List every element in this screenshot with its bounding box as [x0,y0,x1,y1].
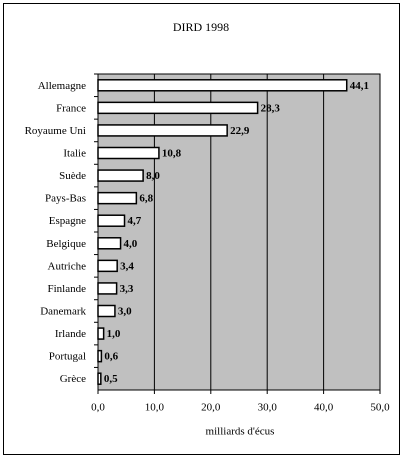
value-label: 3,4 [120,260,134,272]
bar [97,237,122,250]
bar [97,124,228,137]
value-label: 28,3 [261,102,281,114]
plot-area [97,73,381,391]
value-label: 0,5 [104,373,118,385]
y-tick-label: Suède [59,170,86,182]
y-tick-label: Autriche [48,260,87,272]
bar [97,191,138,205]
y-tick-label: Italie [63,148,86,160]
y-tick-label: Pays-Bas [45,193,86,205]
y-tick-label: Royaume Uni [25,125,86,137]
bar [97,327,105,340]
y-tick-label: Irlande [55,328,86,340]
y-tick-label: Belgique [46,238,86,250]
y-tick-label: Allemagne [38,80,86,92]
bar [97,282,118,295]
y-tick-label: Espagne [49,215,86,227]
bar [97,304,116,318]
bar [97,101,259,115]
value-label: 10,8 [162,148,182,160]
chart-title: DIRD 1998 [173,20,229,34]
x-tick-label: 30,0 [258,402,278,414]
value-label: 0,6 [104,351,118,363]
x-axis-label: milliards d'écus [206,426,275,438]
bar [97,146,160,160]
y-tick-label: Portugal [49,351,86,363]
x-tick-label: 50,0 [370,402,390,414]
value-label: 6,8 [139,193,153,205]
bar [97,349,103,363]
bar [97,372,102,385]
bar [97,169,144,182]
value-label: 3,0 [118,306,132,318]
y-tick-label: France [56,102,86,114]
bar [97,259,118,273]
bar [97,214,126,227]
x-tick-label: 40,0 [314,402,334,414]
x-tick-label: 10,0 [145,402,165,414]
y-tick-label: Danemark [40,306,86,318]
value-label: 22,9 [230,125,250,137]
y-tick-label: Finlande [48,283,87,295]
value-label: 8,0 [146,170,160,182]
bar [97,79,348,92]
value-label: 4,0 [124,238,138,250]
value-label: 1,0 [107,328,121,340]
x-tick-label: 20,0 [201,402,221,414]
y-tick-label: Grèce [60,373,86,385]
value-label: 44,1 [350,80,369,92]
value-label: 3,3 [120,283,134,295]
value-label: 4,7 [128,215,142,227]
x-tick-label: 0,0 [91,402,105,414]
